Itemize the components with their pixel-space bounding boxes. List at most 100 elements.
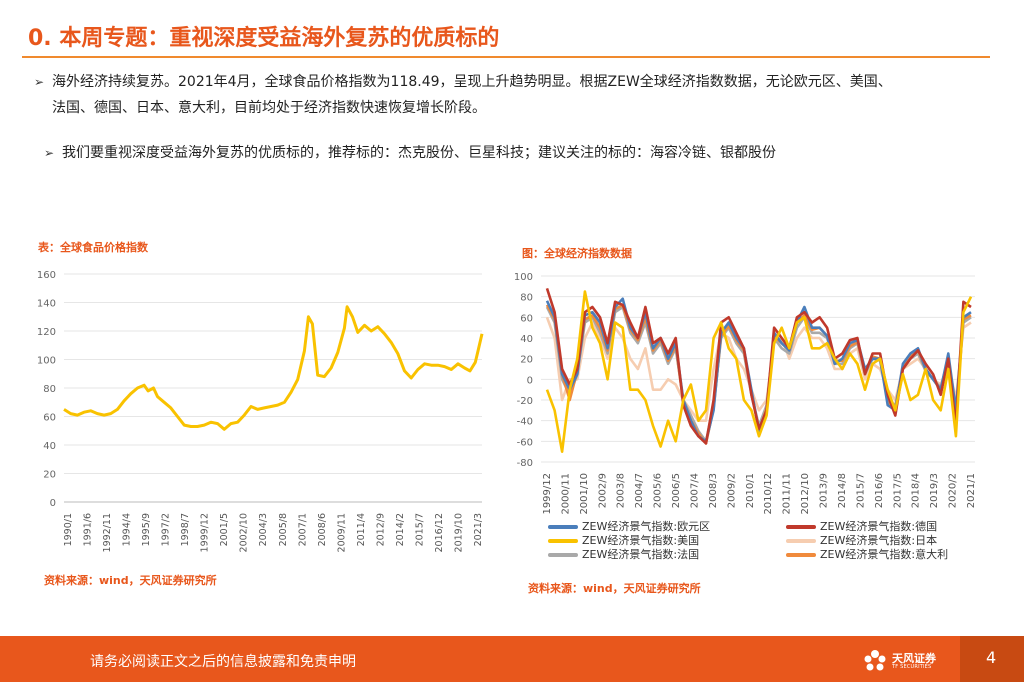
food-price-chart-source: 资料来源：wind，天风证券研究所 (44, 574, 217, 587)
y-tick-label: 80 (43, 384, 56, 395)
x-tick-label: 2007/1 (297, 513, 308, 546)
bullet-2-text: 我们要重视深度受益海外复苏的优质标的，推荐标的：杰克股份、巨星科技；建议关注的标… (62, 145, 776, 161)
bullet-arrow-icon: ➢ (44, 146, 55, 160)
y-tick-label: 140 (37, 299, 56, 310)
x-tick-label: 2016/6 (874, 473, 885, 508)
x-tick-label: 2019/3 (929, 473, 940, 508)
x-tick-label: 2002/10 (239, 513, 250, 552)
food-price-series-line (63, 305, 484, 431)
x-tick-label: 2015/7 (855, 473, 866, 508)
x-tick-label: 1999/12 (200, 513, 211, 552)
y-tick-label: 60 (520, 313, 533, 324)
food-price-index-chart: 0 20 40 60 80 100 120 140 160 1990/1 1991/6 1992/11… (37, 270, 484, 552)
bullet-recommendations: ➢ 我们要重视深度受益海外复苏的优质标的，推荐标的：杰克股份、巨星科技；建议关注的… (44, 140, 984, 166)
legend-label: ZEW经济景气指数:法国 (582, 548, 700, 561)
y-tick-label: 20 (43, 470, 56, 481)
legend-swatch (786, 553, 816, 557)
x-tick-label: 2010/1 (745, 473, 756, 508)
brand-name: 天风证券 (892, 652, 936, 665)
page-title: 0. 本周专题：重视深度受益海外复苏的优质标的 (28, 26, 500, 51)
legend-swatch (548, 553, 578, 557)
x-tick-label: 1992/11 (102, 513, 113, 552)
x-tick-label: 2009/11 (336, 513, 347, 552)
x-tick-label: 1997/2 (161, 513, 172, 546)
legend-item-eurozone: ZEW经济景气指数:欧元区 (548, 518, 710, 534)
brand-logo: 天风证券 TF SECURITIES (862, 647, 942, 675)
y-tick-label: -40 (517, 417, 533, 428)
y-tick-label: 0 (527, 375, 533, 386)
legend-item-germany: ZEW经济景气指数:德国 (786, 518, 937, 534)
x-tick-label: 2011/11 (782, 473, 793, 515)
legend-label: ZEW经济景气指数:意大利 (820, 548, 949, 561)
y-tick-label: 40 (520, 334, 533, 345)
x-tick-label: 2021/1 (966, 473, 977, 508)
x-tick-label: 2013/9 (819, 473, 830, 508)
y-tick-label: 100 (37, 356, 56, 367)
x-tick-label: 2015/7 (414, 513, 425, 546)
y-tick-label: 0 (50, 498, 56, 509)
x-tick-label: 2009/2 (726, 473, 737, 508)
x-tick-label: 2018/4 (911, 473, 922, 508)
x-tick-label: 2019/10 (453, 513, 464, 552)
x-tick-label: 2006/5 (671, 473, 682, 508)
bullet-1-line-1: 海外经济持续复苏。2021年4月，全球食品价格指数为118.49，呈现上升趋势明… (52, 74, 892, 90)
footer-disclaimer: 请务必阅读正文之后的信息披露和免责申明 (90, 654, 356, 670)
legend-label: ZEW经济景气指数:德国 (820, 520, 938, 533)
x-tick-label: 2002/9 (597, 473, 608, 508)
legend-swatch (786, 525, 816, 529)
y-tick-label: 60 (43, 413, 56, 424)
title-underline (22, 56, 990, 58)
y-tick-label: -20 (517, 396, 533, 407)
zew-index-chart: -80 -60 -40 -20 0 20 40 60 80 100 1999/12 2000/11 20… (514, 272, 977, 515)
y-tick-label: 80 (520, 293, 533, 304)
x-tick-label: 2010/12 (763, 473, 774, 515)
x-tick-label: 2008/6 (317, 513, 328, 546)
legend-item-usa: ZEW经济景气指数:美国 (548, 532, 699, 548)
bullet-overseas-recovery: ➢ 海外经济持续复苏。2021年4月，全球食品价格指数为118.49，呈现上升趋势… (34, 69, 994, 121)
bullet-1-line-2: 法国、德国、日本、意大利，目前均处于经济指数快速恢复增长阶段。 (52, 100, 486, 116)
y-tick-label: 20 (520, 355, 533, 366)
legend-item-japan: ZEW经济景气指数:日本 (786, 532, 937, 548)
x-tick-label: 1999/12 (542, 473, 553, 515)
food-price-chart-caption: 表：全球食品价格指数 (38, 241, 148, 254)
flower-logo-icon (864, 650, 886, 671)
x-tick-label: 1991/6 (83, 513, 94, 546)
legend-label: ZEW经济景气指数:日本 (820, 534, 938, 547)
zew-chart-source: 资料来源：wind，天风证券研究所 (528, 582, 701, 595)
x-tick-label: 2003/8 (616, 473, 627, 508)
legend-swatch (548, 539, 578, 543)
y-tick-label: 160 (37, 270, 56, 281)
x-tick-label: 2017/5 (892, 473, 903, 508)
x-tick-label: 1990/1 (63, 513, 74, 546)
x-tick-label: 2004/7 (634, 473, 645, 508)
x-tick-label: 1994/4 (122, 513, 133, 546)
legend-label: ZEW经济景气指数:美国 (582, 534, 700, 547)
x-tick-label: 2014/8 (837, 473, 848, 508)
legend-item-italy: ZEW经济景气指数:意大利 (786, 546, 948, 562)
y-tick-label: -80 (517, 458, 533, 469)
x-tick-label: 2011/4 (356, 513, 367, 546)
x-tick-label: 1995/9 (141, 513, 152, 546)
x-tick-label: 2005/6 (653, 473, 664, 508)
y-tick-label: 40 (43, 441, 56, 452)
legend-item-france: ZEW经济景气指数:法国 (548, 546, 699, 562)
x-tick-label: 2014/2 (395, 513, 406, 546)
footer-page-block (960, 636, 1024, 682)
x-tick-label: 2001/5 (219, 513, 230, 546)
footer-bar (0, 636, 1024, 682)
x-tick-label: 2004/3 (258, 513, 269, 546)
y-tick-label: 120 (37, 327, 56, 338)
y-tick-label: 100 (514, 272, 533, 283)
x-tick-label: 2021/3 (473, 513, 484, 546)
x-tick-label: 2005/8 (278, 513, 289, 546)
x-tick-label: 2012/10 (800, 473, 811, 515)
x-tick-label: 2012/9 (375, 513, 386, 546)
x-tick-label: 2020/2 (948, 473, 959, 508)
legend-swatch (786, 539, 816, 543)
zew-chart-caption: 图：全球经济指数数据 (522, 247, 632, 260)
bullet-arrow-icon: ➢ (34, 75, 45, 89)
x-tick-label: 2007/4 (689, 473, 700, 508)
x-tick-label: 2000/11 (560, 473, 571, 515)
x-tick-label: 2001/10 (579, 473, 590, 515)
legend-label: ZEW经济景气指数:欧元区 (582, 520, 711, 533)
